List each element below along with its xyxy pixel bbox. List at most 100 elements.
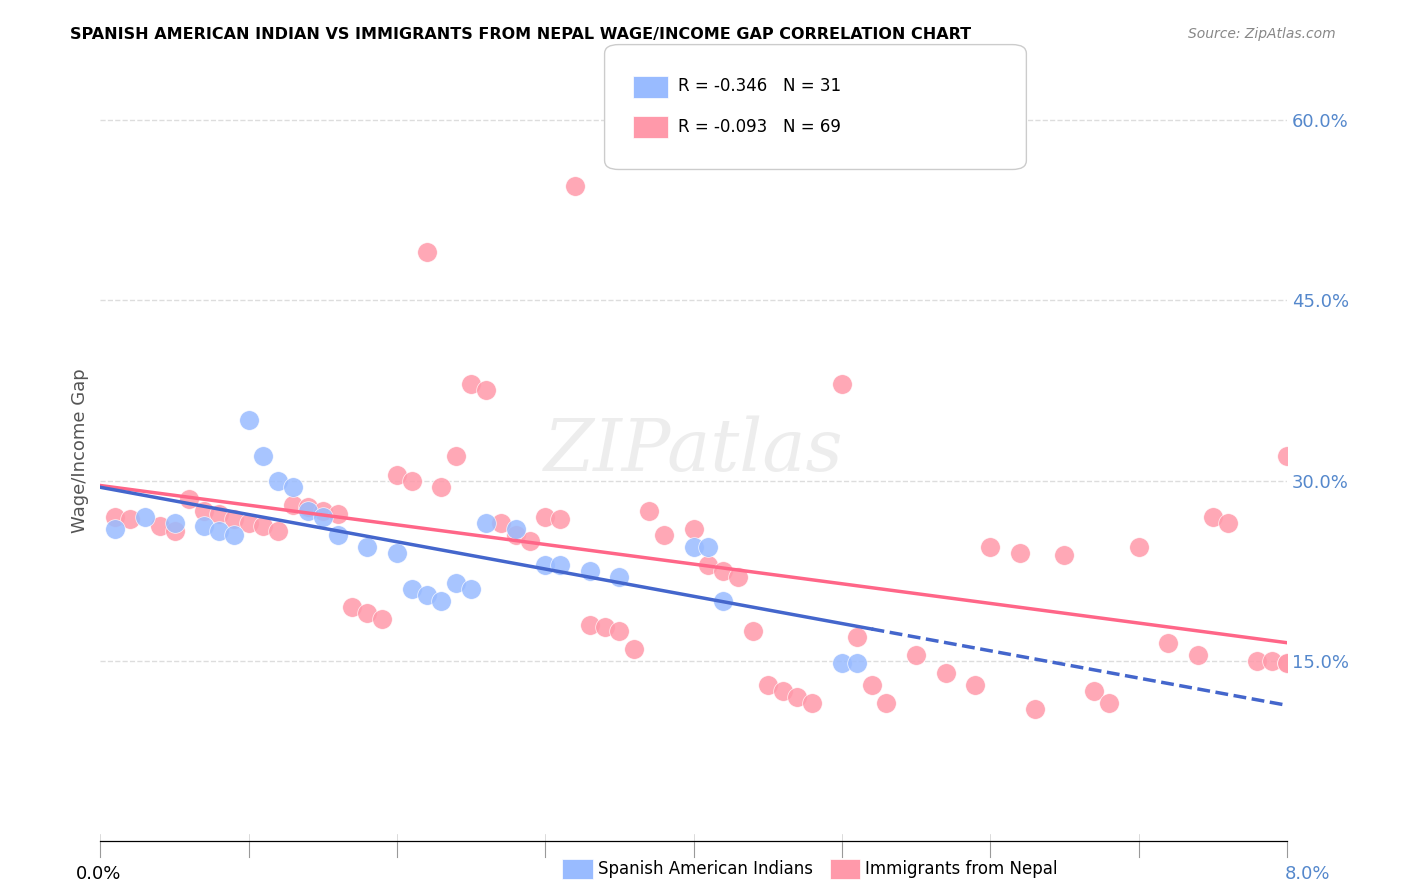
Point	[208, 524, 231, 538]
Point	[638, 503, 661, 517]
Point	[1157, 636, 1180, 650]
Point	[1275, 657, 1298, 671]
Point	[118, 512, 141, 526]
Point	[489, 516, 512, 530]
Text: 0.0%: 0.0%	[76, 865, 121, 883]
Point	[312, 503, 335, 517]
Point	[401, 582, 423, 596]
Point	[756, 678, 779, 692]
Point	[682, 540, 704, 554]
Point	[845, 630, 868, 644]
Point	[297, 503, 319, 517]
Point	[163, 516, 186, 530]
Point	[430, 594, 453, 608]
Text: SPANISH AMERICAN INDIAN VS IMMIGRANTS FROM NEPAL WAGE/INCOME GAP CORRELATION CHA: SPANISH AMERICAN INDIAN VS IMMIGRANTS FR…	[70, 27, 972, 42]
Point	[446, 450, 468, 464]
Point	[267, 524, 290, 538]
Point	[475, 516, 498, 530]
Point	[979, 540, 1001, 554]
Text: Spanish American Indians: Spanish American Indians	[598, 860, 813, 878]
Point	[371, 612, 394, 626]
Point	[193, 519, 215, 533]
Point	[697, 558, 720, 572]
Point	[860, 678, 883, 692]
Point	[415, 588, 437, 602]
Point	[267, 474, 290, 488]
Point	[519, 533, 541, 548]
Point	[609, 570, 631, 584]
Point	[578, 564, 600, 578]
Point	[342, 599, 364, 614]
Point	[965, 678, 987, 692]
Point	[179, 491, 201, 506]
Point	[415, 245, 437, 260]
Point	[905, 648, 928, 662]
Point	[208, 507, 231, 521]
Text: R = -0.093   N = 69: R = -0.093 N = 69	[678, 118, 841, 136]
Point	[1083, 684, 1105, 698]
Point	[222, 527, 245, 541]
Point	[1202, 509, 1225, 524]
Point	[875, 696, 897, 710]
Point	[772, 684, 794, 698]
Point	[742, 624, 765, 638]
Point	[1187, 648, 1209, 662]
Point	[401, 474, 423, 488]
Point	[801, 696, 824, 710]
Point	[385, 546, 408, 560]
Point	[652, 527, 675, 541]
Point	[326, 527, 349, 541]
Point	[163, 524, 186, 538]
Point	[238, 516, 260, 530]
Point	[193, 503, 215, 517]
Point	[283, 479, 305, 493]
Point	[238, 413, 260, 427]
Point	[711, 564, 734, 578]
Text: Source: ZipAtlas.com: Source: ZipAtlas.com	[1188, 27, 1336, 41]
Point	[104, 509, 127, 524]
Point	[548, 558, 571, 572]
Point	[1216, 516, 1239, 530]
Point	[609, 624, 631, 638]
Point	[1008, 546, 1031, 560]
Point	[534, 558, 557, 572]
Point	[446, 575, 468, 590]
Point	[578, 617, 600, 632]
Text: ZIPatlas: ZIPatlas	[544, 415, 844, 486]
Point	[1275, 657, 1298, 671]
Point	[711, 594, 734, 608]
Point	[682, 522, 704, 536]
Point	[252, 519, 274, 533]
Point	[1098, 696, 1121, 710]
Point	[505, 522, 527, 536]
Point	[1024, 702, 1046, 716]
Point	[935, 665, 957, 680]
Point	[252, 450, 274, 464]
Point	[104, 522, 127, 536]
Point	[283, 498, 305, 512]
Point	[786, 690, 808, 704]
Point	[593, 620, 616, 634]
Point	[460, 377, 482, 392]
Point	[149, 519, 172, 533]
Point	[1128, 540, 1150, 554]
Point	[326, 507, 349, 521]
Point	[1261, 654, 1284, 668]
Point	[297, 500, 319, 514]
Point	[312, 509, 335, 524]
Point	[564, 178, 586, 193]
Point	[475, 384, 498, 398]
Point	[727, 570, 749, 584]
Point	[356, 606, 378, 620]
Point	[460, 582, 482, 596]
Point	[356, 540, 378, 554]
Point	[1246, 654, 1268, 668]
Point	[548, 512, 571, 526]
Point	[134, 509, 156, 524]
Point	[534, 509, 557, 524]
Y-axis label: Wage/Income Gap: Wage/Income Gap	[72, 368, 89, 533]
Text: Immigrants from Nepal: Immigrants from Nepal	[865, 860, 1057, 878]
Point	[430, 479, 453, 493]
Point	[1053, 548, 1076, 562]
Point	[623, 641, 645, 656]
